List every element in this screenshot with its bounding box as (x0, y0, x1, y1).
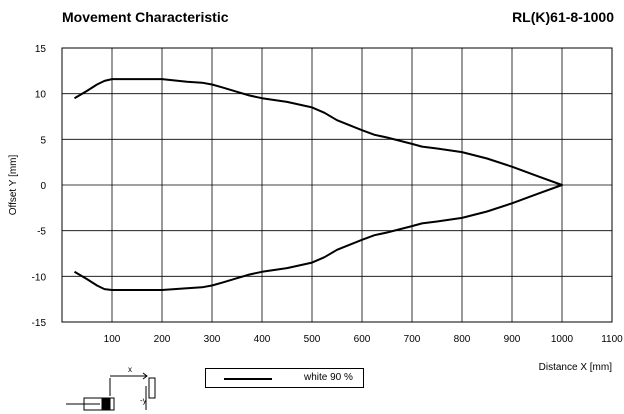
y-tick-labels: 15 10 5 0 -5 -10 -15 (32, 44, 47, 329)
sensor-diagram-icon: x -y (66, 365, 156, 411)
x-tick-label: 300 (204, 334, 221, 345)
series-group (73, 78, 563, 291)
x-tick-label: 1000 (551, 334, 574, 345)
y-tick-label: 0 (40, 181, 46, 192)
x-tick-label: 1100 (601, 334, 623, 345)
y-tick-label: -15 (32, 318, 47, 329)
x-tick-label: 700 (404, 334, 421, 345)
x-tick-label: 200 (154, 334, 171, 345)
y-tick-label: 10 (35, 90, 47, 101)
svg-text:x: x (128, 365, 132, 374)
x-tick-labels: 100 200 300 400 500 600 700 800 900 1000 1100 (104, 334, 624, 345)
y-tick-label: 15 (35, 44, 47, 55)
x-tick-label: 900 (504, 334, 521, 345)
x-tick-label: 100 (104, 334, 121, 345)
legend-line-swatch (224, 378, 272, 380)
svg-text:-y: -y (140, 396, 147, 405)
x-axis-label: Distance X [mm] (539, 362, 613, 373)
legend-label: white 90 % (304, 372, 353, 383)
model-label: RL(K)61-8-1000 (512, 9, 614, 25)
y-tick-label: -10 (32, 272, 47, 283)
y-tick-label: 5 (40, 135, 46, 146)
chart-title: Movement Characteristic (62, 9, 229, 25)
y-axis-label: Offset Y [mm] (8, 154, 19, 215)
x-tick-label: 500 (304, 334, 321, 345)
y-tick-label: -5 (37, 227, 46, 238)
grid-lines (62, 47, 613, 323)
legend: white 90 % (205, 368, 364, 388)
series-line-white-90 (73, 78, 563, 291)
x-tick-label: 800 (454, 334, 471, 345)
x-tick-label: 600 (354, 334, 371, 345)
x-tick-label: 400 (254, 334, 271, 345)
